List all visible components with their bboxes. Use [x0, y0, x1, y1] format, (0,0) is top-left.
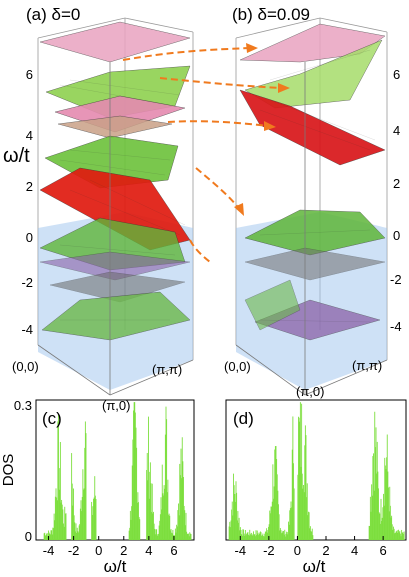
x-tick-label: 0: [95, 543, 102, 558]
panel-a-layer-9: [49, 271, 186, 303]
panel-b-layers: [239, 23, 386, 341]
panel-a-k-gamma: (0,0): [12, 359, 39, 374]
arrow-1: [122, 47, 251, 61]
panel-b-ytick: -2: [390, 272, 402, 287]
x-tick-label: 2: [322, 543, 329, 558]
panel-c-frame: [35, 399, 195, 541]
panel-a-ytick: 2: [26, 179, 33, 194]
panel-b-mesh: [259, 49, 376, 323]
panel-d-label: (d): [233, 409, 254, 428]
panel-b-k-m: (π,π): [352, 358, 382, 373]
arrowhead: [234, 203, 244, 216]
panel-d-frame: [225, 399, 407, 541]
panel-d: -4 -2 0 2 4 6 (d) ω/t: [225, 399, 407, 576]
panel-a-ytick: 4: [26, 128, 33, 143]
panel-c-ytick: 0: [25, 529, 32, 544]
x-tick-label: -2: [68, 543, 80, 558]
panel-d-xticks: -4 -2 0 2 4 6: [235, 536, 387, 558]
panel-c-xticks: -4 -2 0 2 4 6: [43, 536, 178, 558]
panel-c-label: (c): [42, 409, 62, 428]
panel-a-mesh: [59, 79, 186, 321]
panel-c-ytick: 0.3: [14, 398, 32, 413]
panel-a-layer-10: [41, 291, 191, 341]
panel-a-ytick: 0: [26, 230, 33, 245]
arrowhead: [246, 43, 258, 53]
panel-b-k-gamma: (0,0): [224, 359, 251, 374]
panel-a-box-front: [37, 62, 194, 396]
panel-b-layer-5: [244, 247, 386, 281]
arrowhead: [278, 83, 290, 93]
panel-c: -4 -2 0 2 4 6 (c) 0.3 0 DOS ω/t: [0, 398, 195, 576]
x-tick-label: -2: [263, 543, 275, 558]
band-mapping-arrowheads: [234, 43, 290, 216]
panel-a-layers: [39, 21, 191, 341]
panel-b-ytick: 0: [393, 228, 400, 243]
arrow-5: [189, 239, 211, 263]
panel-b-ytick: -4: [390, 319, 402, 334]
panel-b-title: (b) δ=0.09: [232, 5, 310, 24]
panel-a-ytick: -4: [21, 322, 33, 337]
arrow-4: [195, 167, 241, 211]
panel-a-y-axis-label: ω/t: [3, 145, 30, 167]
x-tick-label: 6: [380, 543, 387, 558]
panel-a-ytick: -2: [21, 275, 33, 290]
panel-b-layer-3: [239, 89, 386, 166]
arrowhead: [264, 121, 276, 131]
panel-b: 6 4 2 0 -2 -4 (b) δ=0.09 (0,0) (π,0) (π,…: [224, 5, 402, 399]
panel-a-k-x: (π,0): [102, 398, 130, 413]
panel-b-y-ticks: 6 4 2 0 -2 -4: [390, 67, 402, 334]
panel-a: 6 4 2 0 -2 -4 ω/t (a) δ=0 (0,0) (π,0) (π…: [3, 5, 194, 413]
panel-a-layer-4: [57, 115, 173, 139]
panel-b-k-x: (π,0): [296, 384, 324, 399]
panel-b-ytick: 2: [393, 176, 400, 191]
panel-a-layer-1: [39, 21, 191, 63]
x-tick-label: 2: [120, 543, 127, 558]
panel-c-bars: [43, 402, 192, 540]
panel-a-y-ticks: 6 4 2 0 -2 -4: [21, 67, 33, 337]
panel-b-layer-7: [244, 279, 301, 331]
panel-b-ytick: 6: [393, 67, 400, 82]
panel-b-ytick: 4: [393, 123, 400, 138]
x-tick-label: 4: [351, 543, 358, 558]
panel-c-xlabel: ω/t: [104, 557, 127, 576]
panel-a-k-m: (π,π): [152, 362, 182, 377]
panel-d-xlabel: ω/t: [303, 557, 326, 576]
x-tick-label: 0: [294, 543, 301, 558]
arrow-3: [167, 120, 269, 127]
panel-b-box-front: [235, 62, 388, 396]
x-tick-label: -4: [235, 543, 247, 558]
panel-a-layer-8: [39, 251, 191, 281]
panel-c-ylabel: DOS: [0, 454, 17, 487]
x-tick-label: 6: [170, 543, 177, 558]
panel-a-title: (a) δ=0: [26, 5, 80, 24]
x-tick-label: 4: [145, 543, 152, 558]
x-tick-label: -4: [43, 543, 55, 558]
panel-a-ytick: 6: [26, 67, 33, 82]
panel-d-bars: [228, 402, 405, 540]
arrow-2: [159, 77, 283, 89]
